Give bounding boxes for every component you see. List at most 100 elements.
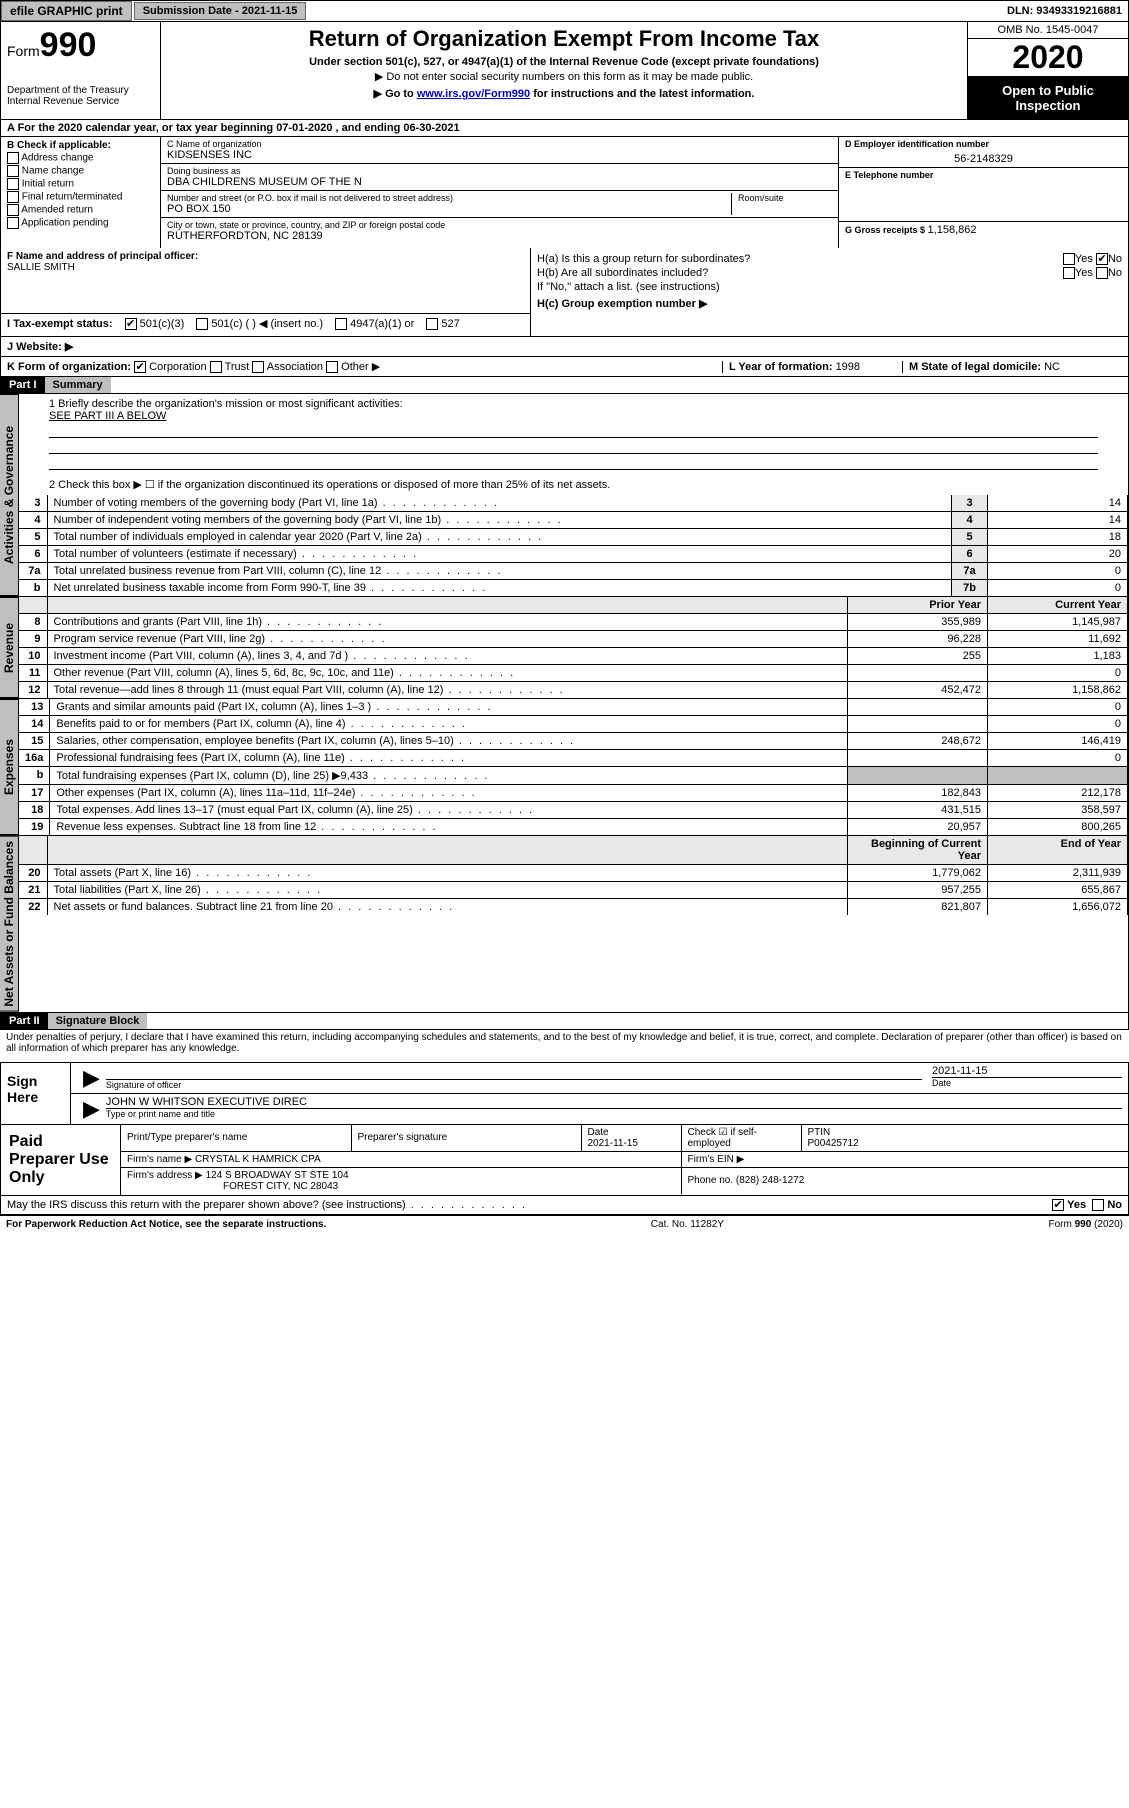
k-other-check[interactable] (326, 361, 338, 373)
hb-yes-check[interactable] (1063, 267, 1075, 279)
section-activities-governance: Activities & Governance 1 Briefly descri… (0, 394, 1129, 597)
part2-title: Signature Block (48, 1013, 148, 1029)
prep-ptin-label: PTIN (808, 1127, 831, 1138)
row-klm: K Form of organization: Corporation Trus… (0, 357, 1129, 377)
form-subtitle-3: ▶ Go to www.irs.gov/Form990 for instruct… (169, 87, 959, 100)
firm-ein-label: Firm's EIN ▶ (681, 1151, 1128, 1167)
k-label: K Form of organization: (7, 361, 131, 373)
form-number-990: 990 (40, 26, 97, 64)
sub3-pre: ▶ Go to (374, 88, 417, 100)
table-row: 17Other expenses (Part IX, column (A), l… (19, 785, 1128, 802)
signature-officer-label: Signature of officer (106, 1079, 922, 1090)
section-net-assets: Net Assets or Fund Balances Beginning of… (0, 836, 1129, 1013)
k-assoc-check[interactable] (252, 361, 264, 373)
table-row: 10Investment income (Part VIII, column (… (19, 648, 1128, 665)
k-trust-check[interactable] (210, 361, 222, 373)
form-subtitle-2: ▶ Do not enter social security numbers o… (169, 70, 959, 83)
c-room-label: Room/suite (738, 193, 832, 203)
g-gross-value: 1,158,862 (928, 224, 977, 236)
officer-name: JOHN W WHITSON EXECUTIVE DIREC (106, 1096, 1122, 1108)
prep-name-label: Print/Type preparer's name (121, 1125, 351, 1152)
ha-yes: Yes (1075, 253, 1093, 265)
discuss-no: No (1107, 1199, 1122, 1211)
irs-discuss-label: May the IRS discuss this return with the… (7, 1199, 527, 1211)
hb-note: If "No," attach a list. (see instruction… (537, 281, 1122, 293)
vtab-governance: Activities & Governance (0, 394, 19, 596)
i-4947-check[interactable] (335, 318, 347, 330)
c-street-value: PO BOX 150 (167, 203, 725, 215)
tax-year: 2020 (968, 39, 1128, 77)
efile-graphic-print-button[interactable]: efile GRAPHIC print (1, 1, 132, 21)
table-row: 12Total revenue—add lines 8 through 11 (… (19, 682, 1128, 699)
c-name-label: C Name of organization (167, 139, 832, 149)
q1-mission: 1 Briefly describe the organization's mi… (19, 394, 1128, 474)
k-corp-check[interactable] (134, 361, 146, 373)
box-b-option[interactable]: Amended return (7, 204, 154, 216)
q2-checkbox: 2 Check this box ▶ ☐ if the organization… (19, 474, 1128, 495)
c-city-value: RUTHERFORDTON, NC 28139 (167, 230, 832, 242)
box-b-option[interactable]: Address change (7, 152, 154, 164)
firm-phone-value: (828) 248-1272 (736, 1175, 804, 1186)
sign-arrow-icon-2: ▶ (77, 1096, 106, 1122)
part1-title: Summary (45, 377, 111, 393)
box-b-title: B Check if applicable: (7, 140, 154, 151)
i-501c3-check[interactable] (125, 318, 137, 330)
l-label: L Year of formation: (729, 361, 836, 373)
part1-header: Part ISummary (0, 377, 1129, 394)
vtab-expenses: Expenses (0, 699, 19, 835)
table-row: 16aProfessional fundraising fees (Part I… (19, 750, 1128, 767)
box-b-option[interactable]: Initial return (7, 178, 154, 190)
box-b-option[interactable]: Application pending (7, 217, 154, 229)
section-revenue: Revenue Prior YearCurrent Year8Contribut… (0, 597, 1129, 699)
f-label: F Name and address of principal officer: (7, 251, 524, 262)
table-row: bTotal fundraising expenses (Part IX, co… (19, 767, 1128, 785)
prep-date-label: Date (588, 1127, 609, 1138)
box-de: D Employer identification number 56-2148… (838, 137, 1128, 248)
dln-label: DLN: 93493319216881 (1001, 3, 1128, 19)
table-row: 11Other revenue (Part VIII, column (A), … (19, 665, 1128, 682)
type-name-label: Type or print name and title (106, 1108, 1122, 1119)
box-b-option[interactable]: Final return/terminated (7, 191, 154, 203)
part1-tag: Part I (1, 377, 45, 393)
box-b-option[interactable]: Name change (7, 165, 154, 177)
box-l: L Year of formation: 1998 (722, 361, 902, 373)
form-header: Form990 Department of the Treasury Inter… (0, 22, 1129, 120)
sign-arrow-icon: ▶ (77, 1065, 106, 1091)
ha-no-check[interactable] (1096, 253, 1108, 265)
form-header-left: Form990 Department of the Treasury Inter… (1, 22, 161, 119)
form990-link[interactable]: www.irs.gov/Form990 (417, 88, 530, 100)
table-row: 13Grants and similar amounts paid (Part … (19, 699, 1128, 716)
omb-number: OMB No. 1545-0047 (968, 22, 1128, 39)
discuss-yes-check[interactable] (1052, 1199, 1064, 1211)
hc-label: H(c) Group exemption number ▶ (537, 297, 1122, 310)
submission-date-label: Submission Date - 2021-11-15 (134, 2, 307, 20)
footer-left: For Paperwork Reduction Act Notice, see … (6, 1219, 326, 1230)
table-revenue: Prior YearCurrent Year8Contributions and… (19, 597, 1128, 698)
dept-label: Department of the Treasury (7, 85, 154, 96)
i-527-check[interactable] (426, 318, 438, 330)
hb-no: No (1108, 267, 1122, 279)
sign-date-label: Date (932, 1077, 1122, 1088)
c-city-label: City or town, state or province, country… (167, 220, 832, 230)
l-value: 1998 (836, 361, 860, 373)
form-number: Form990 (7, 26, 154, 65)
table-row: bNet unrelated business taxable income f… (19, 580, 1128, 597)
sub3-post: for instructions and the latest informat… (530, 88, 754, 100)
footer-right: Form 990 (2020) (1049, 1219, 1123, 1230)
d-ein-label: D Employer identification number (845, 139, 1122, 149)
table-net-assets: Beginning of Current YearEnd of Year20To… (19, 836, 1128, 915)
i-501c-check[interactable] (196, 318, 208, 330)
sign-date-value: 2021-11-15 (932, 1065, 1122, 1077)
box-f: F Name and address of principal officer:… (1, 248, 531, 336)
c-dba-label: Doing business as (167, 166, 832, 176)
discuss-no-check[interactable] (1092, 1199, 1104, 1211)
hb-label: H(b) Are all subordinates included? (537, 267, 708, 279)
hb-no-check[interactable] (1096, 267, 1108, 279)
k-o3: Association (267, 361, 323, 373)
q1-label: 1 Briefly describe the organization's mi… (49, 398, 1098, 410)
vtab-revenue: Revenue (0, 597, 19, 698)
section-bcde: B Check if applicable: Address change Na… (0, 137, 1129, 248)
ha-yes-check[interactable] (1063, 253, 1075, 265)
firm-addr1: 124 S BROADWAY ST STE 104 (206, 1170, 349, 1181)
c-name-value: KIDSENSES INC (167, 149, 832, 161)
